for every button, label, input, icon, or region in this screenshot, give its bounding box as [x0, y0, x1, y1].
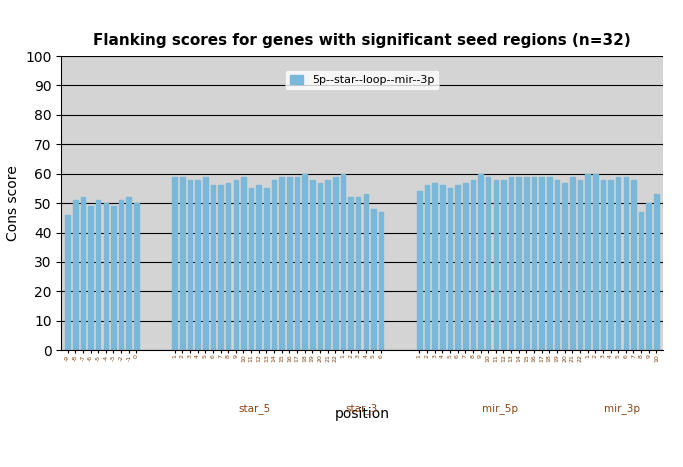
Bar	[279, 177, 284, 350]
Bar	[119, 200, 124, 350]
Legend: 5p--star--loop--mir--3p: 5p--star--loop--mir--3p	[285, 71, 438, 90]
Bar	[570, 177, 574, 350]
Bar	[188, 180, 192, 350]
Bar	[654, 194, 658, 350]
Bar	[471, 180, 475, 350]
Bar	[646, 203, 651, 350]
Bar	[126, 197, 131, 350]
X-axis label: position: position	[335, 407, 389, 421]
Text: star_3: star_3	[346, 403, 378, 414]
Bar	[532, 177, 536, 350]
Bar	[447, 188, 452, 350]
Bar	[287, 177, 292, 350]
Bar	[578, 180, 582, 350]
Bar	[363, 194, 368, 350]
Bar	[241, 177, 246, 350]
Bar	[226, 183, 230, 350]
Bar	[456, 185, 460, 350]
Bar	[180, 177, 184, 350]
Bar	[562, 183, 567, 350]
Bar	[547, 177, 552, 350]
Bar	[555, 180, 559, 350]
Bar	[272, 180, 277, 350]
Bar	[325, 180, 330, 350]
Bar	[639, 212, 643, 350]
Bar	[609, 180, 613, 350]
Bar	[294, 177, 299, 350]
Bar	[249, 188, 253, 350]
Bar	[348, 197, 353, 350]
Bar	[494, 180, 498, 350]
Bar	[96, 200, 100, 350]
Bar	[463, 183, 468, 350]
Bar	[379, 212, 383, 350]
Bar	[593, 174, 598, 350]
Bar	[104, 203, 108, 350]
Bar	[540, 177, 544, 350]
Bar	[203, 177, 208, 350]
Bar	[356, 197, 361, 350]
Bar	[631, 180, 636, 350]
Bar	[624, 177, 628, 350]
Bar	[210, 185, 215, 350]
Bar	[256, 185, 261, 350]
Bar	[310, 180, 315, 350]
Bar	[371, 209, 376, 350]
Y-axis label: Cons score: Cons score	[6, 165, 20, 241]
Bar	[303, 174, 307, 350]
Text: mir_5p: mir_5p	[482, 403, 518, 414]
Bar	[195, 180, 200, 350]
Bar	[600, 180, 605, 350]
Bar	[341, 174, 345, 350]
Bar	[486, 177, 490, 350]
Text: mir_3p: mir_3p	[604, 403, 640, 414]
Bar	[516, 177, 521, 350]
Bar	[432, 183, 437, 350]
Bar	[111, 206, 115, 350]
Bar	[88, 206, 93, 350]
Title: Flanking scores for genes with significant seed regions (n=32): Flanking scores for genes with significa…	[93, 33, 631, 48]
Bar	[440, 185, 445, 350]
Bar	[234, 180, 238, 350]
Bar	[81, 197, 85, 350]
Bar	[616, 177, 620, 350]
Bar	[73, 200, 78, 350]
Bar	[134, 203, 139, 350]
Text: star_5: star_5	[239, 403, 271, 414]
Bar	[318, 183, 322, 350]
Bar	[66, 215, 70, 350]
Bar	[524, 177, 529, 350]
Bar	[172, 177, 177, 350]
Bar	[219, 185, 223, 350]
Bar	[509, 177, 514, 350]
Bar	[425, 185, 430, 350]
Bar	[478, 174, 483, 350]
Bar	[417, 191, 421, 350]
Bar	[264, 188, 268, 350]
Bar	[501, 180, 505, 350]
Bar	[585, 174, 590, 350]
Bar	[333, 177, 337, 350]
